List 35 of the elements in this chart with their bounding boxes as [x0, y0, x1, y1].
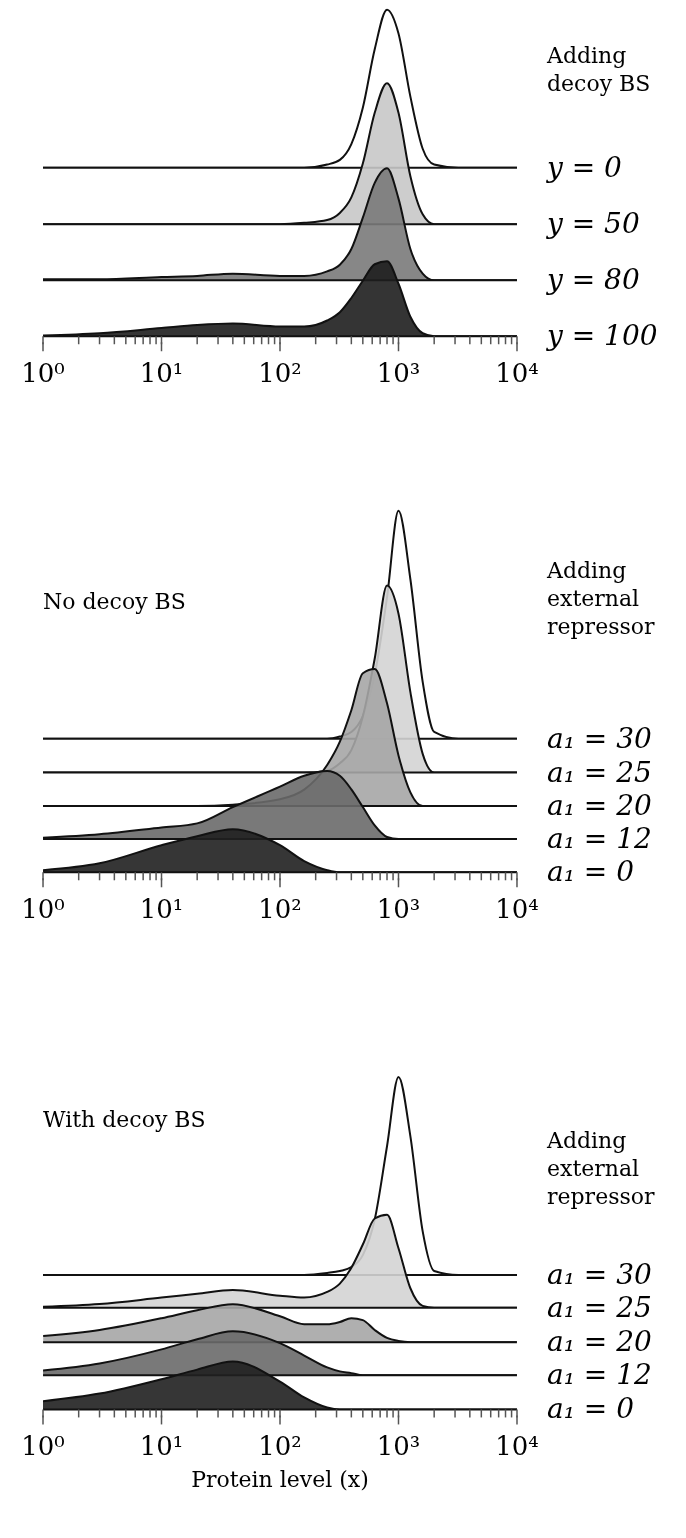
legend-title: Adding decoy BS: [547, 42, 652, 98]
series-label: y = 50: [547, 206, 640, 241]
x-tick-label: 10³: [376, 893, 421, 924]
legend-title: Adding external repressor: [547, 557, 656, 641]
series-label: a₁ = 25: [547, 1290, 652, 1325]
x-tick-label: 10⁰: [21, 893, 65, 924]
series-label: a₁ = 12: [547, 1357, 652, 1392]
series-label: a₁ = 12: [547, 821, 652, 856]
x-tick-label: 10⁰: [21, 358, 65, 388]
x-axis-title: Protein level (x): [190, 1466, 370, 1492]
series-label: a₁ = 30: [547, 1257, 652, 1292]
series-label: a₁ = 30: [547, 721, 652, 756]
x-tick-label: 10⁴: [495, 1430, 539, 1461]
series-label: a₁ = 25: [547, 755, 652, 790]
x-tick-label: 10²: [258, 1430, 302, 1461]
x-tick-label: 10⁰: [21, 1430, 65, 1461]
annotation: With decoy BS: [43, 1106, 206, 1132]
x-tick-label: 10³: [376, 358, 421, 388]
x-tick-label: 10²: [258, 358, 302, 388]
series-label: a₁ = 20: [547, 788, 652, 823]
x-tick-label: 10¹: [139, 893, 184, 924]
x-tick-label: 10⁴: [495, 358, 539, 388]
x-tick-label: 10¹: [139, 358, 184, 388]
series-label: a₁ = 20: [547, 1324, 652, 1359]
x-tick-label: 10³: [376, 1430, 421, 1461]
series-label: a₁ = 0: [547, 854, 634, 889]
series-label: y = 0: [547, 151, 622, 185]
x-tick-label: 10¹: [139, 1430, 184, 1461]
legend-title: Adding external repressor: [547, 1127, 656, 1211]
series-label: y = 100: [547, 319, 658, 353]
series-label: a₁ = 0: [547, 1391, 634, 1426]
x-tick-label: 10⁴: [495, 893, 539, 924]
annotation: No decoy BS: [43, 588, 186, 614]
series-label: y = 80: [547, 262, 640, 297]
x-tick-label: 10²: [258, 893, 302, 924]
